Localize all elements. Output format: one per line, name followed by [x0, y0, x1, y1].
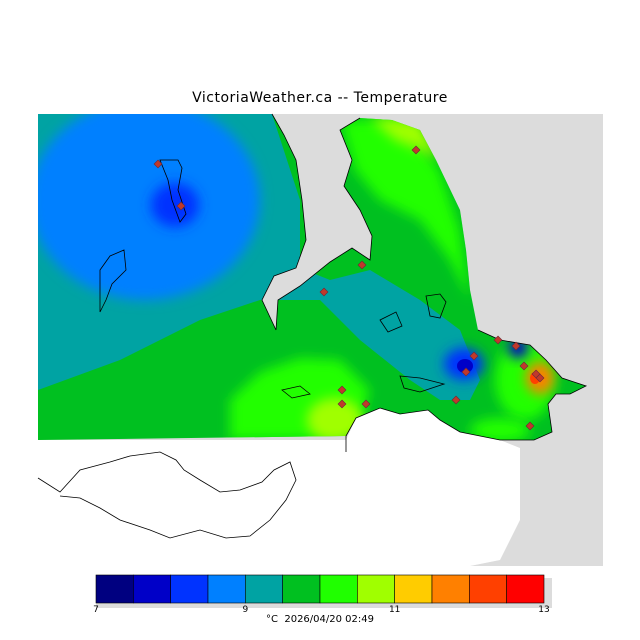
legend-ticks: 7 9 11 13	[93, 605, 550, 615]
station-marker-icon	[357, 260, 367, 270]
unit-label: °C	[266, 614, 278, 625]
station-marker-icon	[153, 159, 163, 169]
timestamp-label: 2026/04/20 02:49	[284, 614, 374, 625]
legend-swatch	[394, 574, 433, 604]
station-marker-icon	[519, 361, 529, 371]
legend-caption: °C 2026/04/20 02:49	[0, 614, 640, 625]
station-marker-icon	[337, 385, 347, 395]
station-marker-icon	[469, 351, 479, 361]
station-marker-icon	[361, 399, 371, 409]
map-title: VictoriaWeather.ca -- Temperature	[192, 90, 448, 106]
legend-swatch	[357, 574, 395, 604]
station-marker-icon	[411, 145, 421, 155]
station-marker-icon	[176, 201, 186, 211]
station-marker-icon	[319, 287, 329, 297]
coastlines	[37, 113, 588, 539]
legend-swatch	[133, 574, 171, 604]
legend-tick-label: 7	[93, 605, 99, 615]
legend-swatch	[319, 574, 358, 604]
legend-swatch	[207, 574, 246, 604]
station-marker-icon	[337, 399, 347, 409]
legend-swatch	[282, 574, 321, 604]
legend-tick-label: 11	[389, 605, 400, 615]
water-area	[38, 408, 520, 566]
legend-swatch	[469, 574, 507, 604]
legend-swatch	[506, 574, 545, 604]
legend-swatch	[95, 574, 134, 604]
station-marker-icon	[525, 421, 535, 431]
station-marker-icon	[535, 373, 545, 383]
station-marker-icon	[451, 395, 461, 405]
legend-swatch	[170, 574, 209, 604]
legend-swatch	[245, 574, 283, 604]
station-marker-icon	[511, 341, 521, 351]
legend-tick-label: 9	[242, 605, 248, 615]
legend-tick-label: 13	[538, 605, 549, 615]
station-marker-icon	[493, 335, 503, 345]
legend-swatches	[95, 574, 545, 604]
station-markers	[153, 145, 545, 431]
station-marker-icon	[461, 367, 471, 377]
legend-swatch	[431, 574, 470, 604]
